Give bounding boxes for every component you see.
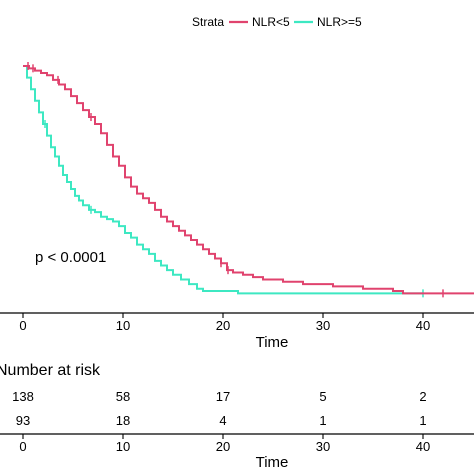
x-axis-tick-label-30: 30: [316, 318, 330, 333]
legend-label-nlr-ge5: NLR>=5: [317, 15, 362, 29]
risk-value-nlr-lt5-t20: 17: [216, 389, 230, 404]
risk-value-nlr-lt5-t0: 138: [12, 389, 34, 404]
risk-value-nlr-ge5-t20: 4: [219, 413, 226, 428]
risk-x-axis-ticks: 0 10 20 30 40: [19, 434, 430, 454]
survival-curves: [23, 62, 474, 298]
p-value-annotation: p < 0.0001: [35, 249, 106, 266]
risk-value-nlr-lt5-t40: 2: [419, 389, 426, 404]
risk-value-nlr-lt5-t30: 5: [319, 389, 326, 404]
risk-table: 138 58 17 5 293 18 4 1 1: [12, 389, 426, 428]
x-axis-ticks: 0 10 20 30 40: [19, 313, 430, 333]
survival-curve-nlr-ge5: [23, 65, 423, 295]
risk-value-nlr-ge5-t30: 1: [319, 413, 326, 428]
risk-x-axis-tick-label-20: 20: [216, 439, 230, 454]
x-axis-tick-label-20: 20: [216, 318, 230, 333]
x-axis-tick-label-0: 0: [19, 318, 26, 333]
risk-value-nlr-ge5-t40: 1: [419, 413, 426, 428]
survival-curve-nlr-lt5: [23, 65, 474, 295]
x-axis-tick-label-10: 10: [116, 318, 130, 333]
legend-label-nlr-lt5: NLR<5: [252, 15, 290, 29]
risk-x-axis-tick-label-10: 10: [116, 439, 130, 454]
x-axis-tick-label-40: 40: [416, 318, 430, 333]
risk-value-nlr-ge5-t0: 93: [16, 413, 30, 428]
legend-title: Strata: [192, 15, 224, 29]
risk-x-axis-tick-label-40: 40: [416, 439, 430, 454]
risk-value-nlr-ge5-t10: 18: [116, 413, 130, 428]
risk-value-nlr-lt5-t10: 58: [116, 389, 130, 404]
risk-x-axis-tick-label-0: 0: [19, 439, 26, 454]
risk-table-title: Number at risk: [0, 362, 101, 379]
legend: Strata NLR<5 NLR>=5: [192, 15, 362, 29]
risk-x-axis-title: Time: [256, 454, 289, 471]
x-axis-title: Time: [256, 334, 289, 351]
risk-x-axis-tick-label-30: 30: [316, 439, 330, 454]
